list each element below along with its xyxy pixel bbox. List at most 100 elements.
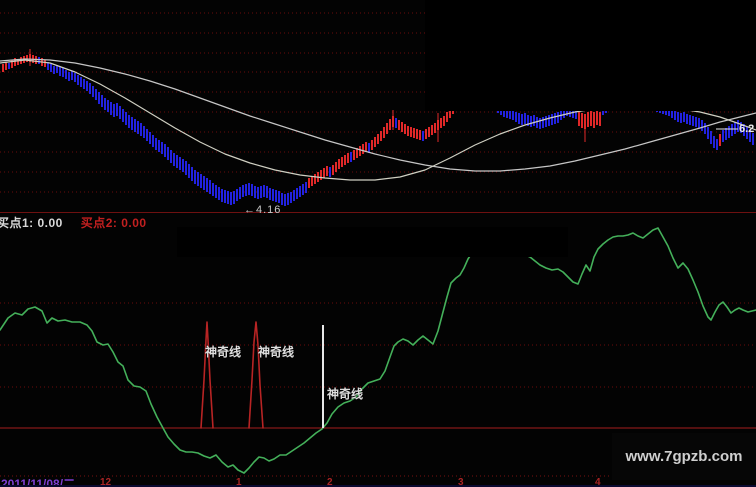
buy-point-2-value: 买点2: 0.00 (80, 216, 147, 230)
candle (215, 185, 217, 198)
candle (149, 132, 151, 144)
candle (167, 147, 169, 160)
candle (506, 108, 508, 118)
candle (287, 193, 289, 205)
candle (368, 143, 370, 153)
candle (752, 133, 754, 145)
candle (266, 186, 268, 198)
candle (116, 103, 118, 116)
candle (170, 150, 172, 163)
candle (581, 113, 583, 128)
candle (296, 188, 298, 199)
candle (389, 119, 391, 130)
candle (239, 187, 241, 199)
candle (44, 60, 46, 67)
candle (272, 189, 274, 201)
candle (56, 65, 58, 73)
candle (71, 71, 73, 80)
candle (716, 139, 718, 150)
right-axis-price-label: 6.2 (739, 123, 755, 135)
candle (578, 112, 580, 126)
candle (713, 136, 715, 148)
candle (542, 117, 544, 128)
candle (62, 68, 64, 77)
candle (749, 130, 751, 142)
candle (668, 106, 670, 116)
candle (710, 131, 712, 144)
candle (122, 109, 124, 122)
candle (2, 64, 4, 72)
month-tick-12: 12 (100, 477, 112, 487)
candle (290, 192, 292, 203)
candle (263, 185, 265, 197)
candle (302, 184, 304, 195)
candle (260, 186, 262, 198)
candle (524, 113, 526, 124)
candle (194, 170, 196, 184)
candle (416, 129, 418, 139)
candle (143, 126, 145, 138)
candle (191, 167, 193, 181)
candle (515, 112, 517, 122)
candle (8, 63, 10, 69)
candle (245, 184, 247, 196)
candle (698, 118, 700, 128)
candle (98, 92, 100, 104)
candle (689, 115, 691, 125)
candle (5, 62, 7, 70)
candle (365, 142, 367, 152)
candle (110, 102, 112, 115)
horizontal-scrollbar[interactable] (0, 485, 756, 487)
watermark-box: www.7gpzb.com (612, 433, 756, 480)
candle (434, 123, 436, 133)
candle (593, 112, 595, 128)
candle (29, 54, 31, 62)
magic-line-spike (248, 321, 264, 429)
indicator-header: 买点1: 0.00 买点2: 0.00 (0, 214, 147, 231)
candle (68, 72, 70, 81)
candle (401, 122, 403, 132)
candle (374, 137, 376, 147)
candle (128, 115, 130, 128)
candle (527, 115, 529, 126)
candle (284, 194, 286, 206)
candle (59, 67, 61, 76)
candle (746, 127, 748, 139)
candle (242, 185, 244, 197)
candle (569, 107, 571, 117)
candle (74, 73, 76, 82)
candle (308, 178, 310, 188)
candle (539, 118, 541, 129)
candle (179, 157, 181, 170)
candle (323, 168, 325, 178)
candle (395, 118, 397, 128)
candle (371, 140, 373, 150)
candle (305, 182, 307, 193)
candle (92, 86, 94, 97)
candle (719, 134, 721, 146)
candle (158, 140, 160, 152)
month-tick-4: 4 (595, 477, 601, 487)
candle (554, 113, 556, 124)
candle (224, 190, 226, 203)
candle (65, 70, 67, 79)
candle (353, 150, 355, 160)
magic-line-label-2: 神奇线 (258, 345, 295, 359)
candle (722, 130, 724, 142)
candle (209, 180, 211, 194)
status-bar-date: 2011/11/08/二 (1, 477, 76, 487)
candle (329, 167, 331, 177)
candle (407, 126, 409, 136)
candle (104, 98, 106, 110)
candle (551, 114, 553, 125)
watermark-url: www.7gpzb.com (625, 448, 743, 465)
candle (518, 113, 520, 124)
candle (521, 114, 523, 125)
price-annotation-4-16: ←4.16 (244, 204, 282, 216)
candle (680, 113, 682, 123)
month-tick-2: 2 (327, 477, 333, 487)
candle (254, 186, 256, 198)
candle (677, 112, 679, 122)
panel-separator-line (0, 212, 756, 213)
magic-line-label-3: 神奇线 (327, 387, 364, 401)
